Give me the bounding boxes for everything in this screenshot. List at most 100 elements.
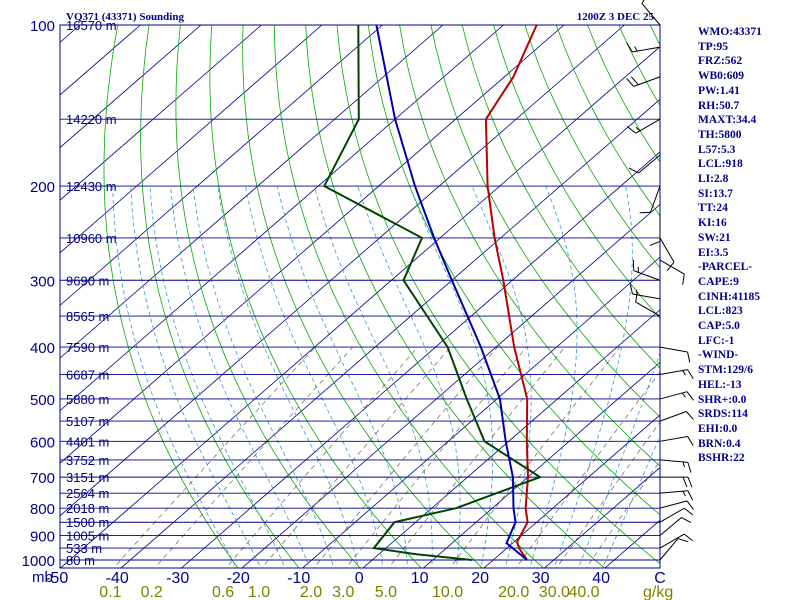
moist-adiabat-line xyxy=(357,185,461,568)
wind-barb xyxy=(628,154,661,174)
dry-adiabat-line xyxy=(242,25,483,568)
temperature-tick-label: 30 xyxy=(532,570,550,587)
wind-barb xyxy=(659,507,694,523)
dry-adiabat-line xyxy=(493,25,660,319)
barb-staff xyxy=(635,301,661,317)
barb-half-feather xyxy=(682,490,686,497)
index-line: -PARCEL- xyxy=(698,261,753,274)
moist-adiabat-line xyxy=(217,186,359,568)
temperature-tick-label: 0 xyxy=(355,570,364,587)
barb-staff xyxy=(633,270,661,281)
barb-feather xyxy=(681,517,692,524)
dry-adiabat-line xyxy=(305,25,606,568)
wind-barb xyxy=(626,118,661,134)
barb-feather xyxy=(682,273,685,285)
moist-adiabat-line xyxy=(130,186,262,568)
isotherm-line xyxy=(60,25,625,517)
dry-adiabat-line xyxy=(140,25,300,568)
barb-staff xyxy=(659,237,675,263)
pressure-tick-label: 700 xyxy=(30,470,55,487)
moist-adiabat-line xyxy=(577,351,660,568)
dry-adiabat-line xyxy=(524,25,660,269)
wind-barb xyxy=(659,237,675,271)
index-line: TT:24 xyxy=(698,202,728,215)
barb-feather xyxy=(686,500,694,510)
height-label: 533 m xyxy=(66,541,102,556)
isotherm-line xyxy=(60,25,444,359)
barb-feather xyxy=(626,126,637,134)
mixing-ratio-tick-label: 30.0 xyxy=(539,584,570,600)
isotherm-line xyxy=(60,25,323,254)
moist-adiabat-line xyxy=(245,186,384,568)
barb-feather xyxy=(626,42,633,53)
index-line: EI:3.5 xyxy=(698,246,729,259)
barb-staff xyxy=(659,459,688,463)
isotherm-line xyxy=(60,25,565,464)
barb-feather xyxy=(683,533,694,542)
wind-barb xyxy=(659,435,694,446)
index-line: MAXT:34.4 xyxy=(698,114,757,127)
mixing-ratio-line xyxy=(585,460,660,568)
mixing-ratio-tick-label: 5.0 xyxy=(375,584,397,600)
index-line: CINH:41185 xyxy=(698,290,760,303)
height-label: 3151 m xyxy=(66,470,109,485)
barb-half-feather xyxy=(682,370,686,376)
index-line: L57:5.3 xyxy=(698,143,736,156)
indices-panel: WMO:43371 TP:95 FRZ:562 WB0:609 PW:1.41 RH:50… xyxy=(698,25,798,466)
index-line: BSHR:22 xyxy=(698,452,745,465)
index-line: LFC:-1 xyxy=(698,334,735,347)
barb-feather xyxy=(687,490,694,501)
pressure-tick-label: 500 xyxy=(30,392,55,409)
mixing-ratio-tick-label: 20.0 xyxy=(498,584,529,600)
isotherm-line xyxy=(60,25,504,412)
mixing-ratio-tick-label: 0.1 xyxy=(99,584,121,600)
dewpoint-profile-line xyxy=(322,25,543,561)
height-label: 5880 m xyxy=(66,392,109,407)
moist-adiabat-line xyxy=(553,186,633,568)
station-title: VQ371 (43371) Sounding xyxy=(66,11,184,23)
isotherm-line xyxy=(60,46,660,568)
index-line: KI:16 xyxy=(698,217,727,230)
dry-adiabat-line xyxy=(430,25,660,418)
wind-barb xyxy=(635,291,661,317)
barb-half-feather xyxy=(635,126,641,132)
moist-adiabat-line xyxy=(409,185,494,568)
height-label: 10960 m xyxy=(66,231,117,246)
wind-barb xyxy=(659,538,689,561)
barb-feather xyxy=(630,76,639,86)
plot-frame xyxy=(59,24,661,569)
index-line: FRZ:562 xyxy=(698,55,743,68)
wind-barb xyxy=(659,411,694,422)
isotherm-line xyxy=(362,309,660,568)
isotherm-line xyxy=(301,256,660,568)
wind-barb xyxy=(632,259,661,281)
moist-adiabat-line xyxy=(149,186,286,568)
mixing-ratio-line xyxy=(261,346,451,568)
barb-staff xyxy=(659,538,679,561)
wind-barb xyxy=(659,533,694,549)
height-label: 12430 m xyxy=(66,179,117,194)
mixing-ratio-tick-label: 2.0 xyxy=(300,584,322,600)
barb-staff xyxy=(635,118,661,134)
isotherm-line xyxy=(120,98,660,568)
index-line: LCL:823 xyxy=(698,305,743,318)
index-line: -WIND- xyxy=(698,349,739,362)
dry-adiabat-line xyxy=(103,25,239,568)
mixing-ratio-tick-label: 0.6 xyxy=(212,584,234,600)
temperature-profile-line xyxy=(484,25,538,561)
moist-adiabat-line xyxy=(602,435,660,568)
height-label: 1500 m xyxy=(66,515,109,530)
moist-adiabat-line xyxy=(170,186,310,568)
mixing-ratio-tick-label: 10.0 xyxy=(432,584,463,600)
height-label: 1005 m xyxy=(66,529,109,544)
wind-barb xyxy=(659,517,692,536)
moist-adiabat-line xyxy=(276,186,408,568)
index-line: CAPE:9 xyxy=(698,275,739,288)
temperature-tick-label: 10 xyxy=(411,570,429,587)
height-label: 16570 m xyxy=(66,18,117,33)
index-line: SW:21 xyxy=(698,231,731,244)
mixing-ratio-line xyxy=(387,346,565,568)
wind-barb xyxy=(659,490,694,501)
index-line: SHR+:0.0 xyxy=(698,393,747,406)
barb-staff xyxy=(633,76,661,87)
